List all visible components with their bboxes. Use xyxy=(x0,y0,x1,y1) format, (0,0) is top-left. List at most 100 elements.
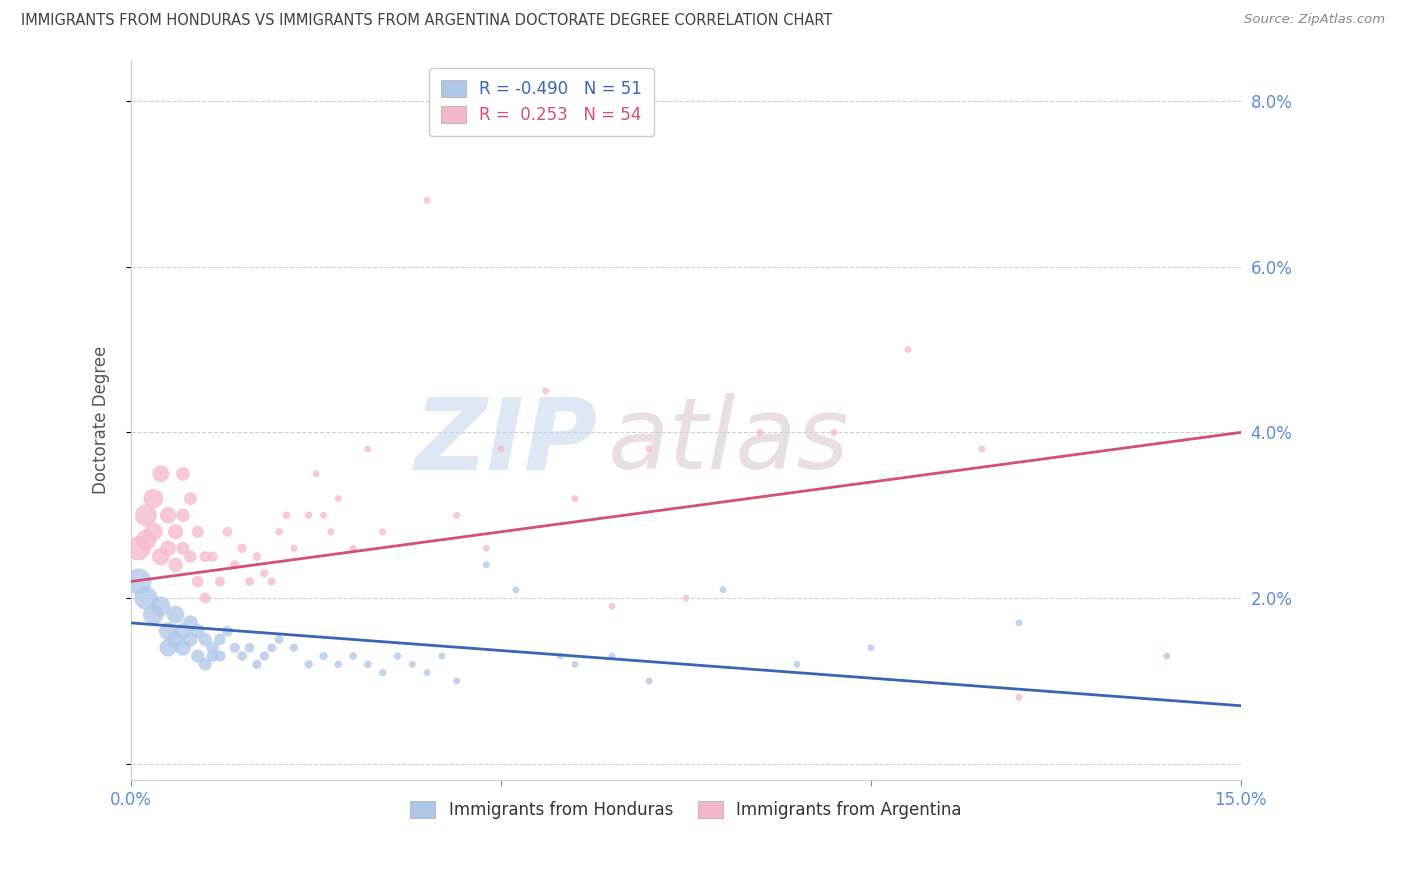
Point xyxy=(172,508,194,523)
Point xyxy=(149,599,172,614)
Point xyxy=(371,524,394,539)
Point xyxy=(430,648,453,663)
Point xyxy=(970,442,993,456)
Point xyxy=(165,607,187,622)
Point xyxy=(179,615,201,630)
Point xyxy=(224,640,246,655)
Point xyxy=(157,541,180,556)
Point xyxy=(534,384,557,398)
Point xyxy=(475,558,498,572)
Point xyxy=(638,673,661,688)
Text: ZIP: ZIP xyxy=(415,393,598,490)
Point xyxy=(253,648,276,663)
Point xyxy=(475,541,498,556)
Point xyxy=(859,640,882,655)
Point xyxy=(823,425,845,440)
Point xyxy=(416,194,439,208)
Point xyxy=(208,574,231,589)
Point xyxy=(548,648,571,663)
Point xyxy=(179,549,201,564)
Point xyxy=(135,533,157,547)
Point xyxy=(260,640,283,655)
Point xyxy=(283,640,305,655)
Point xyxy=(246,657,269,672)
Point xyxy=(357,442,380,456)
Point xyxy=(142,491,165,506)
Point xyxy=(401,657,423,672)
Point xyxy=(298,508,321,523)
Point xyxy=(157,640,180,655)
Point xyxy=(172,467,194,481)
Point xyxy=(489,442,512,456)
Point xyxy=(269,524,291,539)
Point xyxy=(246,549,269,564)
Point xyxy=(446,508,468,523)
Point xyxy=(194,591,217,605)
Point xyxy=(135,508,157,523)
Point xyxy=(165,632,187,647)
Point xyxy=(749,425,772,440)
Point xyxy=(328,657,350,672)
Point xyxy=(312,508,335,523)
Point xyxy=(238,574,260,589)
Point xyxy=(194,657,217,672)
Point xyxy=(786,657,808,672)
Point xyxy=(208,648,231,663)
Point xyxy=(446,673,468,688)
Point xyxy=(224,558,246,572)
Point xyxy=(260,574,283,589)
Point xyxy=(128,541,150,556)
Point xyxy=(505,582,527,597)
Point xyxy=(172,640,194,655)
Point xyxy=(201,549,224,564)
Point xyxy=(269,632,291,647)
Point xyxy=(371,665,394,680)
Text: atlas: atlas xyxy=(609,393,851,490)
Point xyxy=(149,467,172,481)
Point xyxy=(897,343,920,357)
Point xyxy=(600,648,623,663)
Point xyxy=(638,442,661,456)
Point xyxy=(357,657,380,672)
Point xyxy=(165,524,187,539)
Point xyxy=(172,624,194,639)
Point xyxy=(342,648,364,663)
Point xyxy=(328,491,350,506)
Point xyxy=(342,541,364,556)
Point xyxy=(179,632,201,647)
Point xyxy=(231,648,253,663)
Point xyxy=(157,624,180,639)
Point xyxy=(387,648,409,663)
Point xyxy=(416,665,439,680)
Point xyxy=(157,508,180,523)
Point xyxy=(675,591,697,605)
Point xyxy=(1156,648,1178,663)
Point xyxy=(172,541,194,556)
Point xyxy=(276,508,298,523)
Point xyxy=(1008,615,1031,630)
Point xyxy=(187,624,209,639)
Point xyxy=(187,648,209,663)
Point xyxy=(187,524,209,539)
Point xyxy=(238,640,260,655)
Point xyxy=(149,549,172,564)
Point xyxy=(319,524,342,539)
Point xyxy=(305,467,328,481)
Point xyxy=(564,657,586,672)
Y-axis label: Doctorate Degree: Doctorate Degree xyxy=(93,346,110,494)
Point xyxy=(217,624,239,639)
Point xyxy=(253,566,276,581)
Point xyxy=(564,491,586,506)
Point xyxy=(600,599,623,614)
Point xyxy=(128,574,150,589)
Point xyxy=(283,541,305,556)
Point xyxy=(179,491,201,506)
Point xyxy=(711,582,734,597)
Point xyxy=(194,549,217,564)
Point xyxy=(194,632,217,647)
Point xyxy=(142,607,165,622)
Point xyxy=(165,558,187,572)
Point xyxy=(201,648,224,663)
Point xyxy=(187,574,209,589)
Legend: Immigrants from Honduras, Immigrants from Argentina: Immigrants from Honduras, Immigrants fro… xyxy=(404,795,969,826)
